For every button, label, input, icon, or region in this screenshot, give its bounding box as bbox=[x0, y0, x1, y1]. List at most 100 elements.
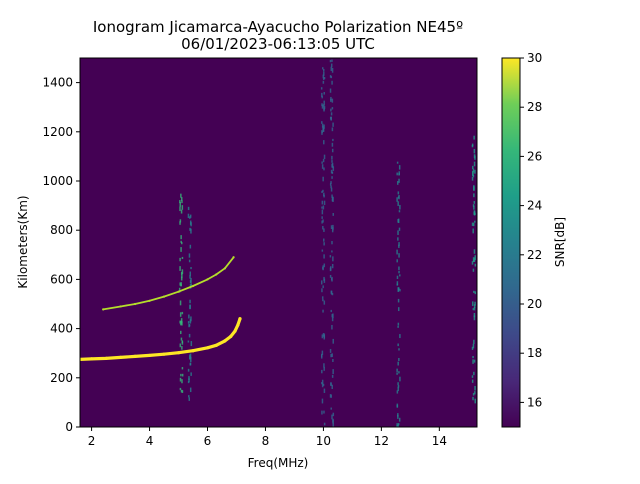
trace-point bbox=[118, 355, 123, 359]
interference-speck bbox=[189, 299, 191, 304]
interference-speck bbox=[329, 183, 332, 186]
interference-speck bbox=[330, 181, 332, 184]
interference-speck bbox=[190, 316, 192, 322]
interference-speck bbox=[179, 282, 181, 286]
interference-speck bbox=[473, 371, 475, 376]
interference-speck bbox=[331, 317, 334, 322]
interference-speck bbox=[321, 410, 323, 415]
interference-speck bbox=[322, 158, 325, 163]
interference-speck bbox=[472, 257, 475, 263]
interference-speck bbox=[331, 324, 333, 330]
interference-speck bbox=[323, 192, 325, 197]
interference-speck bbox=[331, 176, 333, 179]
interference-speck bbox=[322, 104, 325, 108]
interference-speck bbox=[329, 274, 332, 278]
colorbar bbox=[501, 57, 521, 428]
interference-speck bbox=[472, 259, 475, 262]
interference-speck bbox=[397, 423, 400, 426]
colorbar-tick-label: 18 bbox=[527, 346, 542, 360]
interference-speck bbox=[180, 271, 183, 275]
interference-speck bbox=[473, 312, 476, 318]
interference-speck bbox=[471, 346, 474, 350]
interference-speck bbox=[331, 142, 334, 147]
interference-speck bbox=[330, 185, 332, 189]
y-tick-label: 600 bbox=[50, 272, 73, 286]
interference-speck bbox=[471, 261, 474, 265]
interference-speck bbox=[473, 306, 476, 311]
interference-speck bbox=[189, 275, 191, 279]
interference-speck bbox=[396, 161, 399, 164]
interference-speck bbox=[330, 309, 332, 313]
interference-speck bbox=[397, 287, 400, 293]
plot-area bbox=[80, 58, 477, 427]
interference-speck bbox=[321, 334, 324, 339]
interference-speck bbox=[331, 160, 333, 163]
interference-speck bbox=[180, 373, 182, 377]
interference-speck bbox=[332, 166, 335, 171]
interference-speck bbox=[187, 321, 190, 324]
interference-speck bbox=[323, 140, 325, 145]
interference-speck bbox=[321, 296, 324, 299]
interference-speck bbox=[180, 320, 182, 326]
interference-speck bbox=[472, 355, 474, 359]
interference-speck bbox=[472, 228, 474, 234]
interference-speck bbox=[399, 334, 401, 339]
interference-speck bbox=[190, 267, 192, 270]
interference-speck bbox=[321, 206, 323, 209]
interference-speck bbox=[321, 190, 323, 194]
interference-speck bbox=[330, 187, 333, 192]
interference-speck bbox=[322, 309, 324, 313]
interference-speck bbox=[180, 247, 182, 252]
x-tick-label: 14 bbox=[432, 434, 447, 448]
interference-speck bbox=[473, 201, 476, 204]
trace-point bbox=[148, 299, 151, 302]
y-tick-label: 200 bbox=[50, 371, 73, 385]
interference-speck bbox=[321, 398, 324, 404]
interference-speck bbox=[321, 123, 324, 128]
interference-speck bbox=[178, 287, 181, 293]
interference-speck bbox=[323, 76, 326, 80]
interference-speck bbox=[323, 124, 325, 129]
interference-speck bbox=[190, 357, 192, 363]
interference-speck bbox=[322, 127, 325, 132]
interference-speck bbox=[473, 148, 476, 154]
interference-speck bbox=[323, 167, 325, 171]
interference-speck bbox=[180, 318, 183, 323]
interference-speck bbox=[474, 301, 476, 306]
interference-speck bbox=[472, 343, 475, 349]
interference-speck bbox=[473, 193, 475, 198]
interference-speck bbox=[321, 350, 324, 355]
interference-speck bbox=[331, 155, 333, 160]
x-tick-label: 4 bbox=[146, 434, 154, 448]
interference-speck bbox=[331, 263, 334, 269]
interference-speck bbox=[331, 384, 333, 389]
interference-speck bbox=[396, 181, 399, 185]
interference-speck bbox=[188, 354, 191, 360]
interference-speck bbox=[330, 407, 332, 410]
interference-speck bbox=[181, 390, 184, 393]
colorbar-tick-label: 16 bbox=[527, 395, 542, 409]
chart-title: Ionogram Jicamarca-Ayacucho Polarization… bbox=[93, 18, 463, 36]
y-tick-label: 1200 bbox=[42, 125, 73, 139]
colorbar-label: SNR[dB] bbox=[553, 217, 567, 267]
interference-speck bbox=[323, 92, 325, 95]
interference-speck bbox=[179, 312, 182, 317]
interference-speck bbox=[472, 174, 475, 178]
interference-speck bbox=[323, 106, 326, 109]
interference-speck bbox=[396, 275, 399, 279]
interference-speck bbox=[474, 220, 476, 223]
interference-speck bbox=[179, 343, 182, 348]
interference-speck bbox=[332, 358, 334, 362]
interference-speck bbox=[332, 338, 334, 344]
interference-speck bbox=[398, 244, 400, 248]
interference-speck bbox=[322, 266, 324, 270]
interference-speck bbox=[323, 200, 326, 205]
interference-speck bbox=[180, 330, 182, 335]
interference-speck bbox=[397, 414, 399, 419]
interference-speck bbox=[331, 127, 334, 132]
interference-speck bbox=[181, 340, 184, 344]
interference-speck bbox=[190, 277, 192, 283]
interference-speck bbox=[321, 220, 323, 224]
interference-speck bbox=[181, 256, 184, 259]
trace-point bbox=[162, 295, 166, 298]
